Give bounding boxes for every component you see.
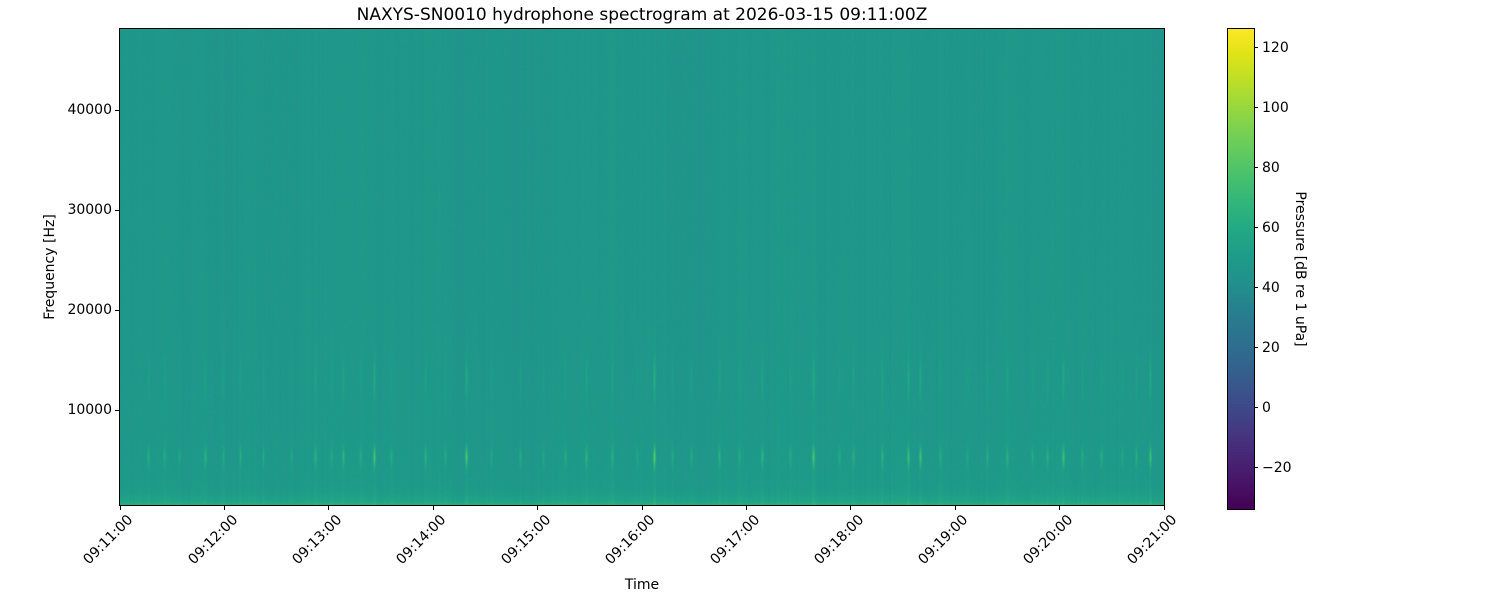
x-tick-label: 09:18:00: [811, 512, 868, 568]
colorbar-tick-label: 20: [1262, 339, 1280, 356]
x-tick-mark: [119, 506, 121, 510]
x-axis-label: Time: [624, 577, 660, 593]
y-tick-mark: [115, 109, 119, 111]
colorbar-tick-mark: [1254, 227, 1258, 229]
x-tick-label: 09:17:00: [706, 512, 763, 568]
colorbar-tick-mark: [1254, 467, 1258, 469]
y-tick-label: 10000: [67, 402, 112, 418]
x-tick-mark: [328, 506, 330, 510]
colorbar-tick-mark: [1254, 107, 1258, 109]
colorbar-tick-mark: [1254, 47, 1258, 49]
x-tick-label: 09:14:00: [393, 512, 450, 568]
colorbar: [1227, 28, 1255, 510]
spectrogram-image: [120, 29, 1164, 505]
colorbar-tick-label: 100: [1262, 99, 1289, 116]
y-tick-label: 40000: [67, 102, 112, 118]
x-tick-mark: [1059, 506, 1061, 510]
x-tick-label: 09:15:00: [498, 512, 554, 568]
x-tick-label: 09:20:00: [1020, 512, 1076, 568]
x-tick-mark: [850, 506, 852, 510]
x-tick-label: 09:21:00: [1124, 512, 1181, 568]
figure-title: NAXYS-SN0010 hydrophone spectrogram at 2…: [356, 5, 928, 25]
y-tick-mark: [115, 309, 119, 311]
colorbar-tick-mark: [1254, 347, 1258, 349]
spectrogram-plot: [119, 28, 1165, 506]
colorbar-tick-label: 80: [1262, 159, 1280, 176]
x-tick-mark: [1163, 506, 1165, 510]
x-tick-mark: [432, 506, 434, 510]
colorbar-gradient: [1228, 29, 1254, 509]
x-tick-mark: [745, 506, 747, 510]
x-tick-label: 09:19:00: [915, 512, 972, 568]
x-tick-label: 09:16:00: [602, 512, 659, 568]
x-tick-label: 09:11:00: [80, 512, 137, 568]
colorbar-tick-label: 40: [1262, 279, 1280, 296]
colorbar-label: Pressure [dB re 1 uPa]: [1292, 191, 1308, 347]
x-tick-mark: [537, 506, 539, 510]
x-tick-mark: [954, 506, 956, 510]
colorbar-tick-mark: [1254, 167, 1258, 169]
x-tick-mark: [223, 506, 225, 510]
y-tick-label: 30000: [67, 202, 112, 218]
y-tick-label: 20000: [67, 302, 112, 318]
y-tick-mark: [115, 409, 119, 411]
colorbar-tick-mark: [1254, 407, 1258, 409]
colorbar-tick-label: 0: [1262, 399, 1271, 416]
x-tick-label: 09:12:00: [184, 512, 241, 568]
colorbar-tick-mark: [1254, 287, 1258, 289]
colorbar-tick-label: 60: [1262, 219, 1280, 236]
colorbar-tick-label: 120: [1262, 39, 1289, 56]
y-tick-mark: [115, 209, 119, 211]
colorbar-tick-label: −20: [1262, 459, 1292, 476]
x-tick-label: 09:13:00: [289, 512, 346, 568]
x-tick-mark: [641, 506, 643, 510]
